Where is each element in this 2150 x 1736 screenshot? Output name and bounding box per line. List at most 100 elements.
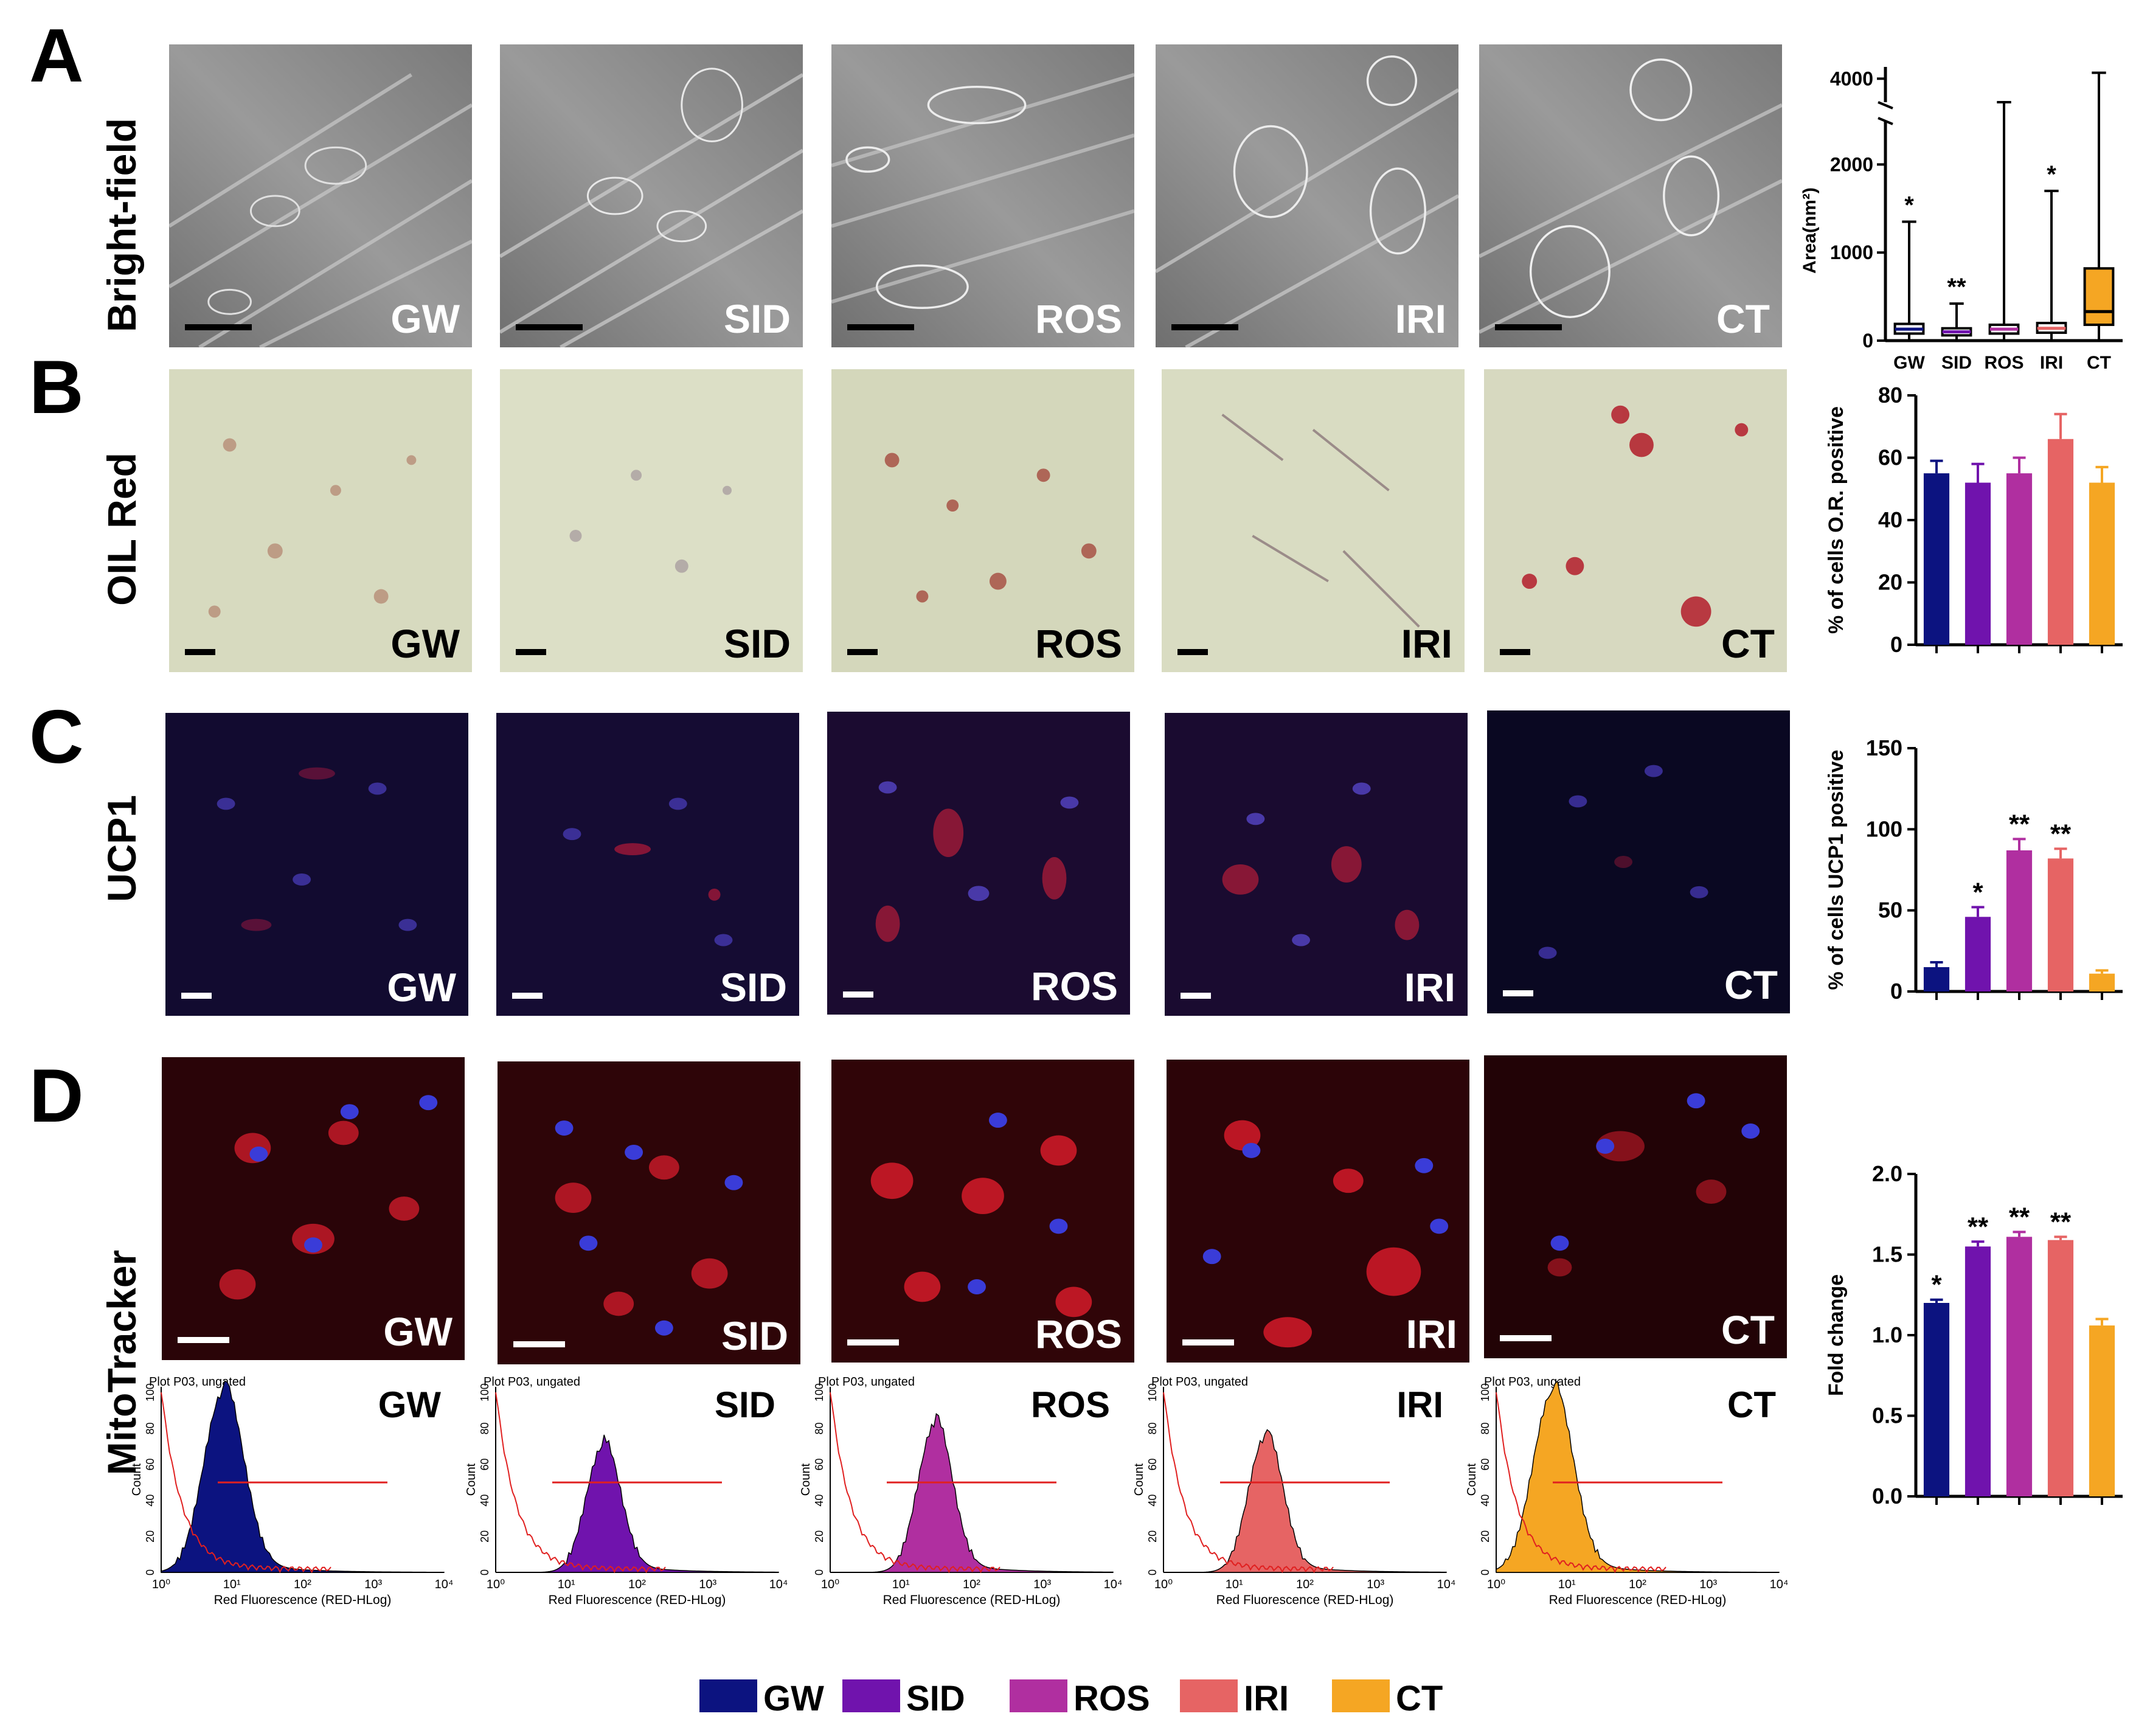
- mitotracker-image-gw: GW: [162, 1057, 465, 1360]
- flow-x-tick-label: 10⁴: [1104, 1578, 1123, 1591]
- flow-y-tick-label: 80: [1146, 1422, 1159, 1434]
- significance-label: *: [1931, 1270, 1942, 1300]
- bar-sid: [1964, 917, 1991, 991]
- scale-bar: [185, 324, 252, 330]
- panel-letter-d: D: [29, 1054, 84, 1138]
- flow-x-tick-label: 10⁴: [769, 1578, 788, 1591]
- y-tick-label: 1.5: [1872, 1242, 1902, 1267]
- oilred-image-ct: CT: [1484, 369, 1787, 672]
- x-tick-label: IRI: [2040, 353, 2063, 373]
- brightfield-image-iri: IRI: [1156, 44, 1458, 347]
- flow-x-tick-label: 10³: [364, 1578, 382, 1591]
- micrograph-label: GW: [390, 621, 460, 666]
- flow-y-tick-label: 20: [813, 1530, 825, 1543]
- flow-y-tick-label: 0: [1146, 1569, 1159, 1575]
- y-tick-label: 0: [1890, 979, 1902, 1004]
- flow-histogram-fill: [496, 1434, 779, 1573]
- flow-histogram-iri: Plot P03, ungated 0 20 40 60 80 100 Count 10⁰ 10¹…: [1130, 1375, 1458, 1630]
- ucp1-image-ros: ROS: [827, 712, 1130, 1015]
- flow-x-tick-label: 10¹: [1226, 1578, 1243, 1591]
- micrograph-label: ROS: [1035, 296, 1122, 341]
- flow-y-tick-label: 0: [479, 1569, 491, 1575]
- flow-x-tick-label: 10³: [699, 1578, 716, 1591]
- x-tick-label: SID: [1941, 353, 1972, 373]
- scale-bar: [847, 324, 914, 330]
- box-ct: [2083, 267, 2115, 326]
- micrograph-label: ROS: [1030, 963, 1118, 1009]
- scale-bar: [847, 649, 878, 655]
- oilred-image-ros: ROS: [831, 369, 1134, 672]
- micrograph-label: IRI: [1401, 621, 1452, 666]
- flow-x-tick-label: 10⁰: [821, 1578, 839, 1591]
- scale-bar: [185, 649, 215, 655]
- flow-y-tick-label: 80: [813, 1422, 825, 1434]
- scale-bar: [847, 1339, 899, 1345]
- micrograph-label: IRI: [1404, 965, 1455, 1010]
- flow-y-tick-label: 80: [1479, 1422, 1491, 1434]
- bar-iri: [2047, 439, 2074, 645]
- ucp1-image-iri: IRI: [1165, 713, 1468, 1016]
- flow-x-tick-label: 10¹: [892, 1578, 910, 1591]
- panel-letter-b: B: [29, 345, 84, 429]
- y-axis-label: % of cells O.R. positive: [1825, 406, 1848, 634]
- y-tick-label: 50: [1878, 898, 1902, 923]
- axis-break: [1878, 117, 1893, 125]
- y-tick-label: 1.0: [1872, 1322, 1902, 1347]
- significance-label: *: [2047, 161, 2056, 188]
- bar-ct: [2089, 482, 2115, 645]
- bar-ros: [2006, 850, 2033, 991]
- flow-x-tick-label: 10⁰: [1154, 1578, 1173, 1591]
- flow-y-tick-label: 60: [144, 1458, 156, 1470]
- scale-bar: [1177, 649, 1208, 655]
- bar-iri: [2047, 1240, 2074, 1496]
- flow-y-tick-label: 100: [1146, 1383, 1159, 1401]
- bar-sid: [1964, 1246, 1991, 1496]
- x-tick-label: ROS: [1984, 353, 2023, 373]
- significance-label: **: [2050, 1207, 2072, 1237]
- flow-control-curve: [830, 1392, 1000, 1574]
- micrograph-label: ROS: [1035, 1311, 1122, 1356]
- flow-y-tick-label: 20: [479, 1530, 491, 1543]
- scale-bar: [1500, 649, 1530, 655]
- bar-iri: [2047, 858, 2074, 991]
- flow-y-tick-label: 60: [1479, 1458, 1491, 1470]
- bar-ct: [2089, 1325, 2115, 1496]
- scale-bar: [178, 1337, 229, 1343]
- flow-x-tick-label: 10²: [963, 1578, 980, 1591]
- flow-x-tick-label: 10¹: [1558, 1578, 1576, 1591]
- flow-y-tick-label: 40: [144, 1495, 156, 1507]
- bar-ros: [2006, 473, 2033, 645]
- brightfield-image-ct: CT: [1479, 44, 1782, 347]
- flow-x-tick-label: 10²: [294, 1578, 311, 1591]
- y-tick-label: 0: [1890, 632, 1902, 657]
- legend-swatch: [1180, 1679, 1238, 1712]
- flow-x-tick-label: 10³: [1699, 1578, 1717, 1591]
- flow-x-axis-label: Red Fluorescence (RED-HLog): [214, 1593, 392, 1607]
- flow-x-axis-label: Red Fluorescence (RED-HLog): [883, 1593, 1061, 1607]
- flow-histogram-gw: Plot P03, ungated 0 20 40 60 80 100 Count 10⁰ 10¹…: [128, 1375, 456, 1630]
- flow-y-tick-label: 0: [1479, 1569, 1491, 1575]
- scale-bar: [513, 1341, 565, 1347]
- scale-bar: [1503, 990, 1533, 996]
- legend-label: CT: [1396, 1679, 1443, 1718]
- scale-bar: [1182, 1339, 1234, 1345]
- flow-x-tick-label: 10²: [1629, 1578, 1646, 1591]
- flow-y-tick-label: 20: [144, 1530, 156, 1543]
- flow-control-curve: [161, 1392, 331, 1574]
- legend-swatch: [1332, 1679, 1390, 1712]
- flow-x-tick-label: 10⁰: [487, 1578, 505, 1591]
- ucp1-image-gw: GW: [165, 713, 468, 1016]
- flow-y-tick-label: 40: [813, 1495, 825, 1507]
- bar-chart-ucp1: 0 50 100 150% of cells UCP1 positive * ** **: [1794, 730, 2135, 1028]
- flow-y-axis-label: Count: [465, 1463, 478, 1496]
- y-tick-label: 2000: [1830, 153, 1873, 175]
- legend-label: IRI: [1244, 1679, 1289, 1718]
- bar-gw: [1923, 473, 1950, 645]
- flow-y-axis-label: Count: [1465, 1463, 1479, 1496]
- oilred-image-iri: IRI: [1162, 369, 1465, 672]
- oilred-image-sid: SID: [500, 369, 803, 672]
- scale-bar: [1495, 324, 1562, 330]
- legend-swatch: [699, 1679, 757, 1712]
- legend-swatch: [842, 1679, 900, 1712]
- scale-bar: [843, 991, 873, 998]
